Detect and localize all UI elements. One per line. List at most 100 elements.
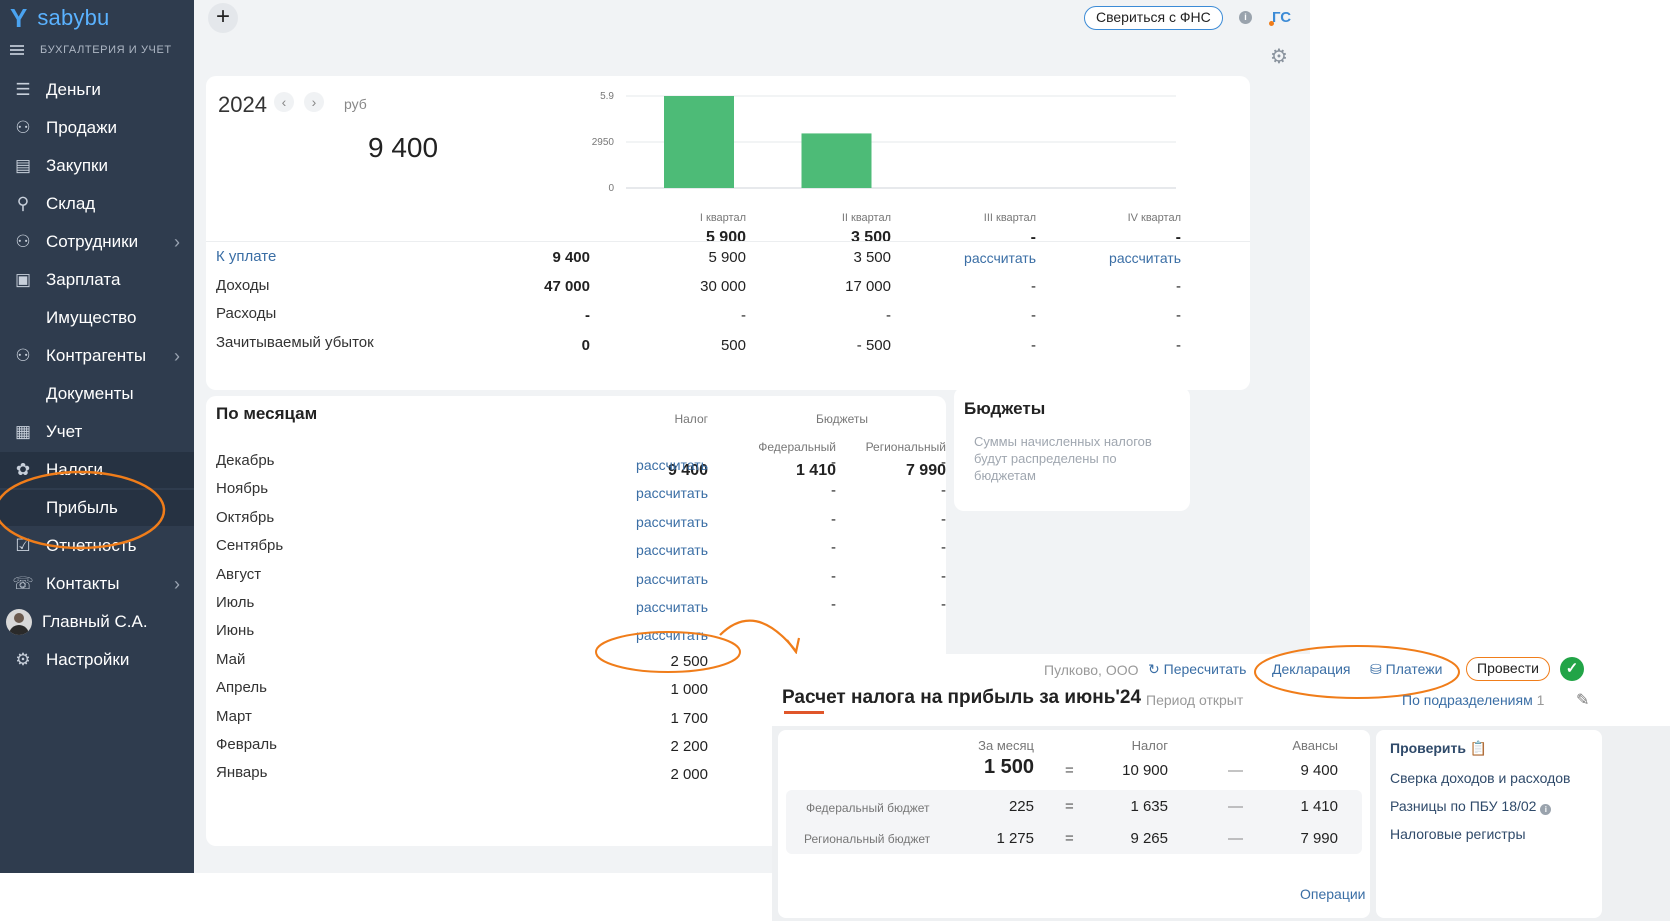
check-link-pbu[interactable]: Разницы по ПБУ 18/02 i [1390, 798, 1552, 815]
sidebar-item-label: Закупки [46, 156, 108, 175]
section-title: БУХГАЛТЕРИЯ И УЧЕТ [40, 44, 172, 56]
edit-icon[interactable]: ✎ [1576, 692, 1590, 709]
sidebar-item-documents[interactable]: Документы [0, 376, 194, 412]
year-label: 2024 [218, 92, 267, 117]
payments-link[interactable]: ⛁ Платежи [1370, 661, 1443, 677]
calculate-link[interactable]: рассчитать [636, 457, 708, 473]
logo-icon: Y [10, 3, 28, 33]
sidebar-item-label: Контакты [46, 574, 120, 593]
federal-budget-label: Федеральный бюджет [806, 801, 930, 815]
tax-calculation-panel: Пулково, ООО ↻ Пересчитать Декларация ⛁ … [772, 645, 1670, 921]
sidebar-item-salary[interactable]: ▣ Зарплата [0, 262, 194, 298]
check-link-income-expenses[interactable]: Сверка доходов и расходов [1390, 770, 1571, 786]
sidebar-item-accounting[interactable]: ▦ Учет [0, 414, 194, 450]
recalculate-button[interactable]: ↻ Пересчитать [1148, 661, 1247, 677]
regional-advances: 7 990 [1300, 830, 1338, 847]
row-label-expenses: Расходы [216, 305, 277, 322]
expenses-q1: - [741, 307, 746, 324]
total-amount: 9 400 [368, 132, 439, 163]
add-button[interactable]: + [208, 3, 238, 33]
chevron-right-icon[interactable]: › [174, 573, 180, 594]
equals-sign: = [1065, 762, 1074, 779]
organization-name: Пулково, ООО [1044, 662, 1139, 678]
calculate-link[interactable]: рассчитать [636, 571, 708, 587]
gear-icon[interactable]: ⚙ [1270, 46, 1288, 68]
month-tax: 1 000 [670, 681, 708, 698]
row-label-payable[interactable]: К уплате [216, 248, 277, 265]
col-federal-header: Федеральный [758, 440, 836, 454]
sidebar-item-warehouse[interactable]: ⚲ Склад [0, 186, 194, 222]
loss-total: 0 [581, 337, 590, 354]
loss-q2: - 500 [856, 337, 891, 354]
quarter-label: II квартал [841, 212, 891, 224]
user-initials[interactable]: ГС [1272, 9, 1292, 26]
sidebar-item-purchases[interactable]: ▤ Закупки [0, 148, 194, 184]
calculate-link[interactable]: рассчитать [636, 514, 708, 530]
chevron-right-icon[interactable]: › [174, 231, 180, 252]
loss-q1: 500 [720, 337, 746, 354]
avatar [6, 609, 32, 635]
sidebar-item-label: Зарплата [46, 270, 121, 289]
calculate-link[interactable]: рассчитать [636, 599, 708, 615]
monthly-total-regional: 7 990 [905, 462, 946, 479]
monthly-total-federal: 1 410 [795, 462, 836, 479]
chevron-right-icon[interactable]: › [174, 345, 180, 366]
y-tick-label: 0 [608, 183, 614, 194]
monthly-card: По месяцам Налог Бюджеты Федеральный Рег… [206, 396, 946, 846]
app-logo[interactable]: Y sabybu [10, 4, 110, 32]
sidebar-item-employees[interactable]: ⚇ Сотрудники › [0, 224, 194, 260]
sidebar-item-sales[interactable]: ⚇ Продажи [0, 110, 194, 146]
sidebar-item-label: Склад [46, 194, 96, 213]
settings-icon: ⚙ [15, 650, 31, 669]
quarter-total: 3 500 [850, 229, 891, 246]
declaration-link[interactable]: Декларация [1272, 661, 1351, 677]
row-label-loss: Зачитываемый убыток [216, 334, 374, 351]
info-icon[interactable]: i [1239, 11, 1252, 24]
sidebar-item-money[interactable]: ☰ Деньги [0, 72, 194, 108]
confirm-icon[interactable]: ✓ [1560, 657, 1584, 681]
bar-1[interactable] [664, 96, 734, 188]
income-q3: - [1031, 278, 1036, 295]
month-federal: - [831, 511, 836, 528]
regional-month: 1 275 [996, 830, 1034, 847]
refresh-icon: ↻ [1148, 661, 1164, 677]
federal-advances: 1 410 [1300, 798, 1338, 815]
actions-highlight [1254, 645, 1460, 699]
income-q1: 30 000 [700, 278, 746, 295]
calculate-link[interactable]: рассчитать [964, 250, 1036, 266]
next-year-button[interactable]: › [304, 92, 324, 112]
bar-2[interactable] [801, 133, 872, 188]
sidebar-item-label: Прибыль [46, 498, 118, 517]
check-title[interactable]: Проверить 📋 [1390, 740, 1488, 756]
divider [206, 241, 1250, 242]
prev-year-button[interactable]: ‹ [274, 92, 294, 112]
post-button[interactable]: Провести [1466, 657, 1550, 681]
calculate-link[interactable]: рассчитать [636, 627, 708, 643]
operations-link[interactable]: Операции [1300, 886, 1366, 902]
menu-icon[interactable] [10, 45, 24, 55]
calculate-link[interactable]: рассчитать [1109, 250, 1181, 266]
income-total: 47 000 [544, 278, 590, 295]
col-tax-header: Налог [1131, 738, 1168, 753]
sidebar-item-settings[interactable]: ⚙ Настройки [0, 642, 194, 678]
calc-title: Расчет налога на прибыль за июнь'24 [782, 687, 1142, 708]
sidebar: Y sabybu БУХГАЛТЕРИЯ И УЧЕТ ☰ Деньги ⚇ Про… [0, 0, 194, 873]
calculate-link[interactable]: рассчитать [636, 542, 708, 558]
by-divisions-link[interactable]: По подразделениям 1 [1402, 692, 1545, 708]
logo-text: sabybu [37, 5, 110, 30]
month-regional: - [941, 596, 946, 613]
sidebar-item-contractors[interactable]: ⚇ Контрагенты › [0, 338, 194, 374]
sidebar-item-user[interactable]: Главный С.А. [0, 604, 194, 640]
check-fns-button[interactable]: Свериться с ФНС [1084, 6, 1223, 30]
check-link-registers[interactable]: Налоговые регистры [1390, 826, 1526, 842]
loss-q3: - [1031, 337, 1036, 354]
sidebar-item-contacts[interactable]: ☏ Контакты › [0, 566, 194, 602]
tax-amount: 10 900 [1122, 762, 1168, 779]
sidebar-item-taxes[interactable]: ✿ Налоги [0, 452, 194, 488]
calculate-link[interactable]: рассчитать [636, 485, 708, 501]
employees-icon: ⚇ [15, 232, 31, 251]
month-label: Февраль [216, 736, 277, 753]
federal-tax: 1 635 [1130, 798, 1168, 815]
info-icon[interactable]: i [1540, 804, 1552, 815]
sidebar-item-property[interactable]: Имущество [0, 300, 194, 336]
